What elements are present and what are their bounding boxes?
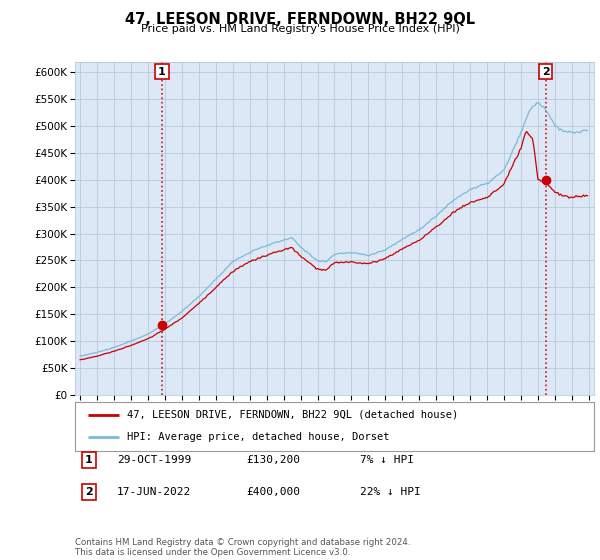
Text: 1: 1 bbox=[158, 67, 166, 77]
Text: 29-OCT-1999: 29-OCT-1999 bbox=[117, 455, 191, 465]
Text: HPI: Average price, detached house, Dorset: HPI: Average price, detached house, Dors… bbox=[127, 432, 389, 442]
Text: 2: 2 bbox=[542, 67, 550, 77]
Text: Contains HM Land Registry data © Crown copyright and database right 2024.
This d: Contains HM Land Registry data © Crown c… bbox=[75, 538, 410, 557]
Text: 1: 1 bbox=[85, 455, 92, 465]
Text: £400,000: £400,000 bbox=[246, 487, 300, 497]
Text: 47, LEESON DRIVE, FERNDOWN, BH22 9QL: 47, LEESON DRIVE, FERNDOWN, BH22 9QL bbox=[125, 12, 475, 27]
Text: 22% ↓ HPI: 22% ↓ HPI bbox=[360, 487, 421, 497]
Text: £130,200: £130,200 bbox=[246, 455, 300, 465]
Text: 2: 2 bbox=[85, 487, 92, 497]
Text: 7% ↓ HPI: 7% ↓ HPI bbox=[360, 455, 414, 465]
Text: Price paid vs. HM Land Registry's House Price Index (HPI): Price paid vs. HM Land Registry's House … bbox=[140, 24, 460, 34]
Text: 47, LEESON DRIVE, FERNDOWN, BH22 9QL (detached house): 47, LEESON DRIVE, FERNDOWN, BH22 9QL (de… bbox=[127, 410, 458, 420]
Text: 17-JUN-2022: 17-JUN-2022 bbox=[117, 487, 191, 497]
